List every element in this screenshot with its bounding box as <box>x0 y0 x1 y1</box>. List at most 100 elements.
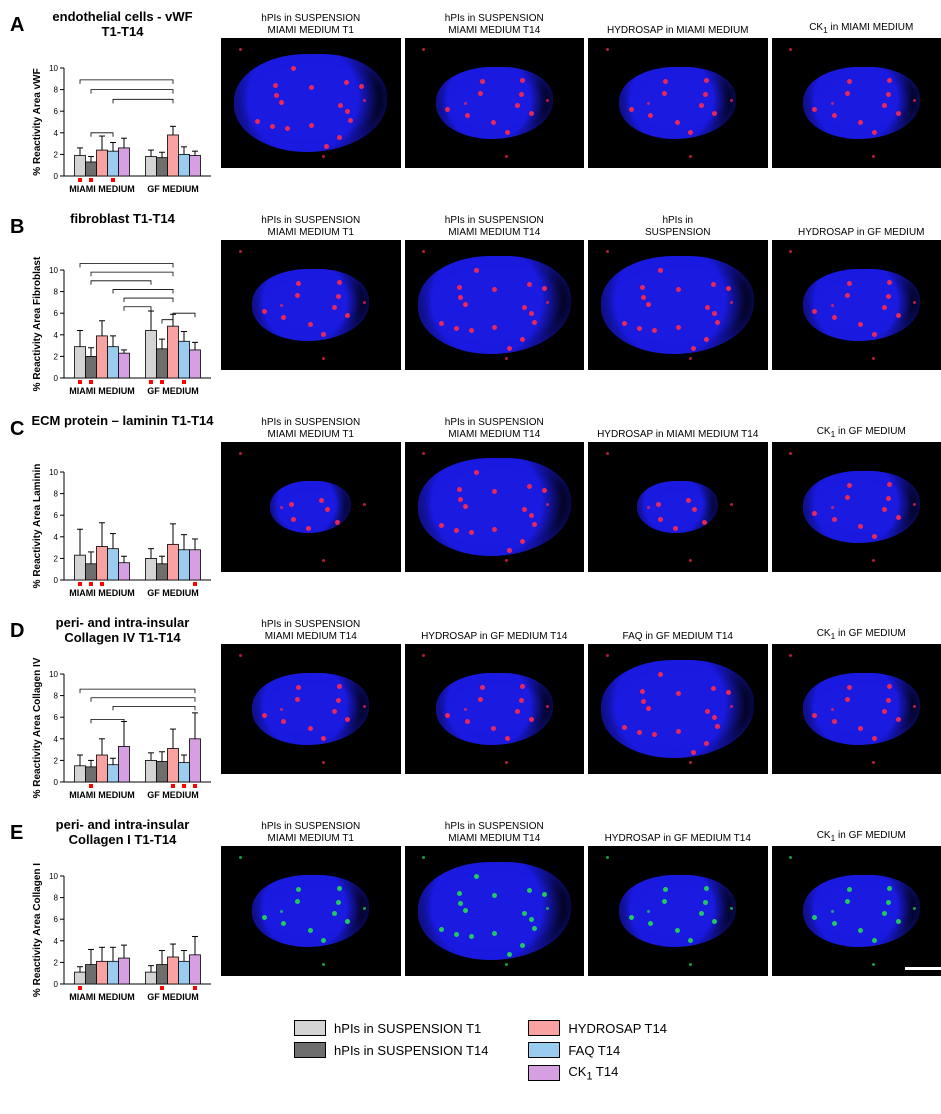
svg-text:% Reactivity Area Laminin: % Reactivity Area Laminin <box>32 464 43 589</box>
micrograph-column: CK1 in GF MEDIUM <box>772 414 941 572</box>
svg-text:2: 2 <box>54 554 59 563</box>
panel-label: A <box>10 10 30 37</box>
scale-bar <box>905 967 941 970</box>
micrograph-column: hPIs in SUSPENSIONMIAMI MEDIUM T1 <box>221 212 401 370</box>
micrographs-row: hPIs in SUSPENSIONMIAMI MEDIUM T1 hPIs i… <box>221 414 941 572</box>
svg-text:6: 6 <box>54 511 59 520</box>
micrograph <box>772 38 941 168</box>
micrograph <box>588 644 768 774</box>
svg-text:6: 6 <box>54 915 59 924</box>
svg-text:% Reactivity Area Fibroblast: % Reactivity Area Fibroblast <box>32 256 43 391</box>
svg-text:% Reactivity Area Collagen I: % Reactivity Area Collagen I <box>32 863 43 997</box>
micrograph-column: hPIs in SUSPENSIONMIAMI MEDIUM T1 <box>221 414 401 572</box>
svg-text:4: 4 <box>54 129 59 138</box>
micrograph-label: hPIs in SUSPENSIONMIAMI MEDIUM T14 <box>405 212 585 238</box>
micrograph-column: HYDROSAP in GF MEDIUM T14 <box>588 818 768 976</box>
micrograph-label: hPIs in SUSPENSIONMIAMI MEDIUM T1 <box>221 818 401 844</box>
svg-text:MIAMI MEDIUM: MIAMI MEDIUM <box>69 386 135 396</box>
micrograph <box>772 240 941 370</box>
svg-text:MIAMI MEDIUM: MIAMI MEDIUM <box>69 588 135 598</box>
micrograph-column: hPIs inSUSPENSION <box>588 212 768 370</box>
micrograph-column: hPIs in SUSPENSIONMIAMI MEDIUM T14 <box>405 414 585 572</box>
micrograph <box>772 644 941 774</box>
svg-text:GF MEDIUM: GF MEDIUM <box>147 386 199 396</box>
micrograph-column: CK1 in GF MEDIUM <box>772 616 941 774</box>
bar-chart: 0246810% Reactivity Area Collagen IMIAMI… <box>30 852 215 1012</box>
micrograph-label: CK1 in GF MEDIUM <box>772 414 941 440</box>
micrographs-row: hPIs in SUSPENSIONMIAMI MEDIUM T1 hPIs i… <box>221 818 941 976</box>
micrograph <box>405 38 585 168</box>
micrograph <box>221 240 401 370</box>
micrograph-column: CK1 in GF MEDIUM <box>772 818 941 976</box>
chart-block: fibroblast T1-T14 0246810% Reactivity Ar… <box>30 212 215 406</box>
svg-text:8: 8 <box>54 288 59 297</box>
svg-text:% Reactivity Area vWF: % Reactivity Area vWF <box>32 68 43 175</box>
chart-block: peri- and intra-insularCollagen IV T1-T1… <box>30 616 215 810</box>
svg-text:10: 10 <box>49 64 58 73</box>
svg-text:10: 10 <box>49 670 58 679</box>
micrograph-column: hPIs in SUSPENSIONMIAMI MEDIUM T14 <box>405 10 585 168</box>
micrograph-label: CK1 in GF MEDIUM <box>772 616 941 642</box>
chart-block: endothelial cells - vWFT1-T14 0246810% R… <box>30 10 215 204</box>
legend-swatch <box>294 1042 326 1058</box>
micrograph-column: hPIs in SUSPENSIONMIAMI MEDIUM T14 <box>405 212 585 370</box>
svg-text:MIAMI MEDIUM: MIAMI MEDIUM <box>69 790 135 800</box>
svg-text:2: 2 <box>54 150 59 159</box>
micrograph-label: HYDROSAP in MIAMI MEDIUM T14 <box>588 414 768 440</box>
svg-text:10: 10 <box>49 872 58 881</box>
micrograph <box>588 38 768 168</box>
micrograph-column: FAQ in GF MEDIUM T14 <box>588 616 768 774</box>
micrograph-label: hPIs in SUSPENSIONMIAMI MEDIUM T14 <box>405 10 585 36</box>
svg-text:8: 8 <box>54 692 59 701</box>
svg-text:8: 8 <box>54 894 59 903</box>
chart-title: fibroblast T1-T14 <box>30 212 215 244</box>
micrograph <box>221 644 401 774</box>
micrograph-label: hPIs in SUSPENSIONMIAMI MEDIUM T14 <box>405 818 585 844</box>
chart-block: peri- and intra-insularCollagen I T1-T14… <box>30 818 215 1012</box>
micrograph <box>221 442 401 572</box>
svg-text:8: 8 <box>54 490 59 499</box>
chart-title: peri- and intra-insularCollagen IV T1-T1… <box>30 616 215 648</box>
panel-c: C ECM protein – laminin T1-T14 0246810% … <box>10 414 941 608</box>
micrograph-label: CK1 in GF MEDIUM <box>772 818 941 844</box>
svg-text:8: 8 <box>54 86 59 95</box>
legend-label: CK1 T14 <box>568 1064 618 1083</box>
micrographs-row: hPIs in SUSPENSIONMIAMI MEDIUM T1 hPIs i… <box>221 212 941 370</box>
svg-text:6: 6 <box>54 713 59 722</box>
bar-chart: 0246810% Reactivity Area FibroblastMIAMI… <box>30 246 215 406</box>
micrograph-label: hPIs in SUSPENSIONMIAMI MEDIUM T1 <box>221 10 401 36</box>
micrograph <box>588 240 768 370</box>
legend-label: HYDROSAP T14 <box>568 1021 667 1036</box>
panel-d: D peri- and intra-insularCollagen IV T1-… <box>10 616 941 810</box>
chart-block: ECM protein – laminin T1-T14 0246810% Re… <box>30 414 215 608</box>
legend-label: FAQ T14 <box>568 1043 620 1058</box>
micrograph <box>405 846 585 976</box>
micrograph-label: FAQ in GF MEDIUM T14 <box>588 616 768 642</box>
micrographs-row: hPIs in SUSPENSIONMIAMI MEDIUM T1 hPIs i… <box>221 10 941 168</box>
micrograph-label: CK1 in MIAMI MEDIUM <box>772 10 941 36</box>
bar-chart: 0246810% Reactivity Area vWFMIAMI MEDIUM… <box>30 44 215 204</box>
legend: hPIs in SUSPENSION T1 hPIs in SUSPENSION… <box>10 1020 941 1083</box>
chart-title: peri- and intra-insularCollagen I T1-T14 <box>30 818 215 850</box>
micrograph-column: HYDROSAP in MIAMI MEDIUM <box>588 10 768 168</box>
micrograph-column: hPIs in SUSPENSIONMIAMI MEDIUM T1 <box>221 10 401 168</box>
panel-label: D <box>10 616 30 643</box>
svg-text:% Reactivity Area Collagen IV: % Reactivity Area Collagen IV <box>32 657 43 798</box>
svg-text:GF MEDIUM: GF MEDIUM <box>147 790 199 800</box>
micrograph-column: HYDROSAP in MIAMI MEDIUM T14 <box>588 414 768 572</box>
micrograph <box>405 644 585 774</box>
svg-text:10: 10 <box>49 468 58 477</box>
micrograph <box>221 38 401 168</box>
panel-label: C <box>10 414 30 441</box>
svg-text:2: 2 <box>54 756 59 765</box>
legend-item: HYDROSAP T14 <box>528 1020 667 1036</box>
svg-text:0: 0 <box>54 576 59 585</box>
micrograph-column: hPIs in SUSPENSIONMIAMI MEDIUM T14 <box>221 616 401 774</box>
svg-text:6: 6 <box>54 107 59 116</box>
svg-text:4: 4 <box>54 533 59 542</box>
panel-label: B <box>10 212 30 239</box>
svg-text:GF MEDIUM: GF MEDIUM <box>147 588 199 598</box>
micrograph <box>772 846 941 976</box>
legend-label: hPIs in SUSPENSION T1 <box>334 1021 481 1036</box>
legend-label: hPIs in SUSPENSION T14 <box>334 1043 488 1058</box>
